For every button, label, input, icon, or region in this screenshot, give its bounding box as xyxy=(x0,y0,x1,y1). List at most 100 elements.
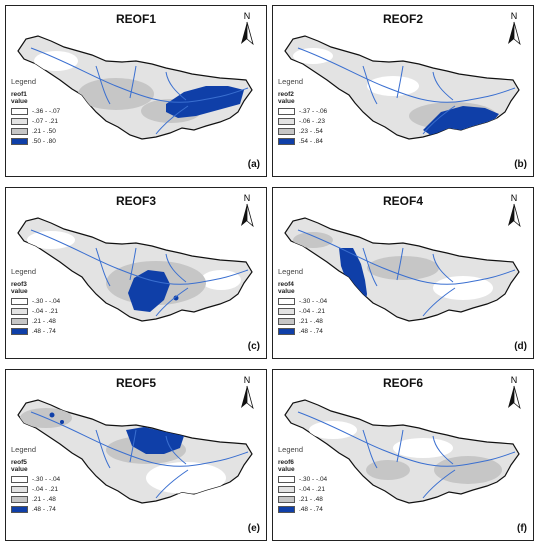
panel-label: (f) xyxy=(517,523,527,534)
panel-label: (b) xyxy=(514,159,527,170)
panel-reof1: REOF1 N Legend reof1 value -.36 - -.07 -… xyxy=(5,5,267,177)
zone-medium xyxy=(434,456,502,484)
legend-row: .54 - .84 xyxy=(278,137,327,146)
legend-row: .48 - .74 xyxy=(278,328,327,336)
legend-row: -.30 - -.04 xyxy=(278,298,328,306)
panel-title: REOF3 xyxy=(115,194,156,208)
legend-class-label: .54 - .84 xyxy=(299,137,323,145)
legend-class-label: -.04 - .21 xyxy=(32,308,59,316)
legend-title: Legend xyxy=(11,77,37,86)
north-arrow-icon: N xyxy=(241,193,254,228)
legend-class-label: -.36 - -.07 xyxy=(32,108,61,116)
legend: Legend reof2 value -.37 - -.06 -.06 - .2… xyxy=(278,77,328,146)
legend-row: .21 - .48 xyxy=(278,318,327,326)
legend-class-label: .21 - .48 xyxy=(32,318,56,325)
panel-reof2: REOF2 N Legend reof2 value -.37 - -.06 -… xyxy=(272,5,534,177)
tributary xyxy=(165,435,187,465)
zone-high xyxy=(128,270,170,312)
legend-field: reof2 xyxy=(278,90,294,98)
panel-label: (a) xyxy=(247,159,260,170)
legend-class-label: -.06 - .23 xyxy=(299,118,326,126)
north-arrow-icon: N xyxy=(241,11,254,46)
legend-row: .48 - .74 xyxy=(11,327,60,336)
tributary xyxy=(165,253,187,283)
legend-row: -.04 - .21 xyxy=(11,486,60,494)
tributary xyxy=(396,65,404,99)
panel-title: REOF2 xyxy=(382,12,423,26)
panel-title: REOF4 xyxy=(382,194,423,208)
legend-value-label: value xyxy=(11,466,28,474)
zone-light xyxy=(201,270,241,290)
zone-light xyxy=(27,231,75,249)
legend-row: .48 - .74 xyxy=(11,506,60,514)
zone-medium xyxy=(366,460,410,480)
zone-light xyxy=(309,421,357,439)
legend-row: -.37 - -.06 xyxy=(278,108,328,116)
legend: Legend reof3 value -.30 - -.04 -.04 - .2… xyxy=(11,267,60,336)
tributary xyxy=(362,247,378,287)
legend-row: .23 - .54 xyxy=(278,128,327,136)
legend-class-label: -.37 - -.06 xyxy=(299,108,328,116)
legend-class-label: .21 - .50 xyxy=(32,128,56,135)
basin-map xyxy=(284,35,520,140)
panel-reof5: REOF5 N Legend reof5 value -.30 - -.04 -… xyxy=(5,369,267,541)
legend-row: -.04 - .21 xyxy=(278,308,327,316)
basin-map xyxy=(284,399,520,504)
basin-map xyxy=(17,35,253,140)
legend-field: reof5 xyxy=(11,458,27,466)
legend-row: -.30 - -.04 xyxy=(11,476,60,484)
zone-high xyxy=(166,86,244,118)
north-label: N xyxy=(511,375,518,385)
legend-class-label: .48 - .74 xyxy=(32,327,56,335)
zone-high xyxy=(423,106,499,138)
legend-title: Legend xyxy=(278,267,304,276)
main-river xyxy=(297,229,516,285)
legend-class-label: .48 - .74 xyxy=(299,505,323,513)
tributary xyxy=(432,253,454,283)
tributary xyxy=(95,429,111,469)
legend-class-label: .50 - .80 xyxy=(32,137,56,145)
tributary xyxy=(129,65,137,99)
basin-map xyxy=(17,399,253,504)
tributary xyxy=(155,105,189,135)
zone-medium xyxy=(293,232,333,248)
legend-class-label: -.07 - .21 xyxy=(32,118,59,126)
legend-title: Legend xyxy=(11,267,37,276)
tributary xyxy=(155,469,189,499)
main-river xyxy=(297,411,516,467)
tributary xyxy=(95,247,111,287)
north-label: N xyxy=(244,11,251,21)
north-label: N xyxy=(511,193,518,203)
legend-value-label: value xyxy=(11,98,28,106)
tributary xyxy=(432,435,454,465)
legend-title: Legend xyxy=(278,445,304,454)
legend-field: reof4 xyxy=(278,280,294,288)
panel-label: (d) xyxy=(514,341,527,352)
tributary xyxy=(422,105,456,135)
legend-class-label: -.30 - -.04 xyxy=(299,298,328,306)
panel-reof3: REOF3 N Legend reof3 value -.30 - -.04 -… xyxy=(5,187,267,359)
legend-row: .21 - .48 xyxy=(11,496,60,504)
basin-map xyxy=(17,217,253,322)
north-label: N xyxy=(511,11,518,21)
zone-light xyxy=(293,48,333,64)
legend-row: -.04 - .21 xyxy=(11,308,60,316)
legend-title: Legend xyxy=(11,445,37,454)
north-arrow-icon: N xyxy=(508,11,521,46)
zone-high xyxy=(126,427,184,454)
zone-light xyxy=(433,276,493,300)
legend-value-label: value xyxy=(278,98,295,106)
legend-row: -.07 - .21 xyxy=(11,118,60,126)
legend-class-label: -.04 - .21 xyxy=(32,486,59,494)
panel-label: (e) xyxy=(247,523,260,534)
panel-title: REOF5 xyxy=(115,376,156,390)
panel-label: (c) xyxy=(247,341,260,352)
main-river xyxy=(30,47,249,103)
legend: Legend reof4 value -.30 - -.04 -.04 - .2… xyxy=(278,267,328,336)
tributary xyxy=(155,287,189,317)
legend-row: -.36 - -.07 xyxy=(11,108,61,116)
north-arrow-icon: N xyxy=(508,193,521,228)
legend-field: reof3 xyxy=(11,280,27,288)
legend: Legend reof1 value -.36 - -.07 -.07 - .2… xyxy=(11,77,61,146)
tributary xyxy=(95,65,111,105)
